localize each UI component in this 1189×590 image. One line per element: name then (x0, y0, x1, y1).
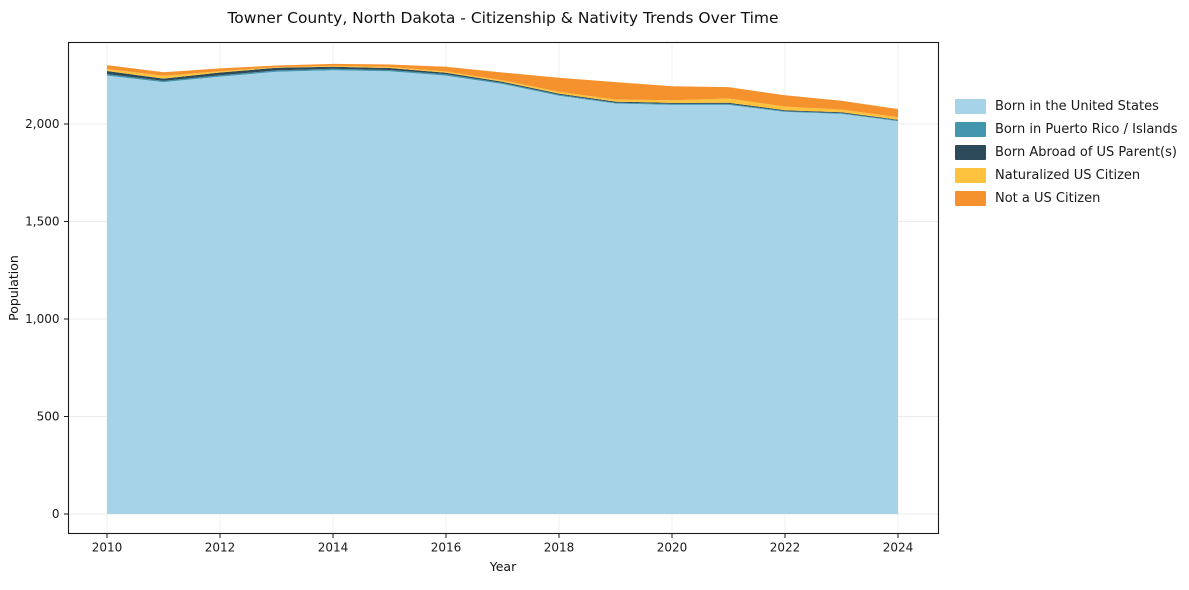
legend-swatch-not-citizen-icon (955, 191, 986, 206)
legend-label-born-us: Born in the United States (995, 99, 1159, 114)
legend-swatch-born-abroad-icon (955, 145, 986, 160)
x-axis-label: Year (489, 559, 517, 574)
legend-item-born-pr: Born in Puerto Rico / Islands (955, 122, 1178, 137)
svg-text:2010: 2010 (92, 541, 123, 555)
legend-label-born-abroad: Born Abroad of US Parent(s) (995, 145, 1177, 160)
legend-item-naturalized: Naturalized US Citizen (955, 168, 1178, 183)
svg-text:2012: 2012 (205, 541, 236, 555)
svg-text:1,000: 1,000 (25, 312, 59, 326)
legend-item-born-abroad: Born Abroad of US Parent(s) (955, 145, 1178, 160)
svg-text:2018: 2018 (544, 541, 575, 555)
legend-item-born-us: Born in the United States (955, 99, 1178, 114)
legend-label-not-citizen: Not a US Citizen (995, 191, 1101, 206)
svg-text:2020: 2020 (657, 541, 688, 555)
svg-text:500: 500 (37, 410, 60, 424)
svg-text:2024: 2024 (883, 541, 914, 555)
svg-text:1,500: 1,500 (25, 215, 59, 229)
svg-text:2,000: 2,000 (25, 117, 59, 131)
y-axis-label: Population (6, 255, 21, 321)
legend: Born in the United States Born in Puerto… (955, 99, 1178, 206)
svg-text:2022: 2022 (770, 541, 801, 555)
legend-label-born-pr: Born in Puerto Rico / Islands (995, 122, 1178, 137)
svg-text:2016: 2016 (431, 541, 462, 555)
legend-swatch-born-us-icon (955, 99, 986, 114)
svg-text:0: 0 (52, 507, 60, 521)
svg-text:2014: 2014 (318, 541, 349, 555)
legend-label-naturalized: Naturalized US Citizen (995, 168, 1141, 183)
legend-swatch-naturalized-icon (955, 168, 986, 183)
chart-title: Towner County, North Dakota - Citizenshi… (227, 9, 779, 27)
legend-item-not-citizen: Not a US Citizen (955, 191, 1178, 206)
legend-swatch-born-pr-icon (955, 122, 986, 137)
